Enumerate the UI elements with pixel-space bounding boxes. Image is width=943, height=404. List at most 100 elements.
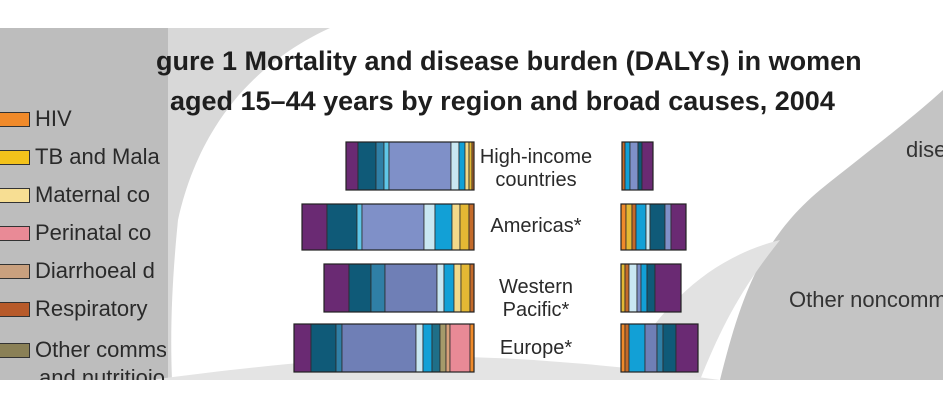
dalys-bar-segment: [649, 203, 666, 251]
mortality-bar-segment: [301, 203, 328, 251]
mortality-bar-segment: [439, 323, 447, 373]
dalys-bar-segment: [645, 203, 651, 251]
dalys-bar-segment: [654, 263, 682, 313]
mortality-bar-segment: [383, 141, 390, 191]
chart-title-bold: Mortality and disease burden (DALYs) in …: [244, 46, 862, 76]
legend-label-other-communicable: Other commseases: [35, 337, 166, 362]
dalys-bar-segment: [662, 323, 677, 373]
legend-item-tb-malaria: TB and Mala: [0, 143, 160, 171]
mortality-bar-segment: [460, 263, 471, 313]
mortality-bar-segment: [361, 203, 425, 251]
dalys-bar-segment: [637, 141, 643, 191]
legend-swatch-diarrhoeal: [0, 263, 30, 279]
dalys-bar-segment: [624, 141, 631, 191]
dalys-bar-western-pacific: [620, 263, 682, 313]
mortality-bar-segment: [335, 323, 343, 373]
mortality-bar-segment: [375, 141, 385, 191]
mortality-bar-segment: [468, 203, 475, 251]
mortality-bar-segment: [341, 323, 417, 373]
mortality-bar-segment: [388, 141, 452, 191]
mortality-bar-europe: [293, 323, 475, 373]
mortality-bar-segment: [384, 263, 438, 313]
dalys-bar-high-income-countries: [621, 141, 654, 191]
mortality-bar-segment: [443, 263, 455, 313]
legend-label-maternal: Maternal co: [35, 182, 150, 207]
legend-swatch-hiv: [0, 111, 30, 127]
mortality-bar-segment: [423, 203, 436, 251]
mortality-bar-segment: [293, 323, 312, 373]
dalys-bar-outline: [620, 323, 699, 373]
dalys-bar-segment: [620, 203, 627, 251]
dalys-bar-outline: [621, 141, 654, 191]
legend-swatch-perinatal: [0, 225, 30, 241]
side-label-disease: dise: [906, 137, 943, 162]
dalys-bar-segment: [631, 203, 637, 251]
mortality-bar-high-income-countries: [345, 141, 475, 191]
legend-swatch-maternal: [0, 187, 30, 203]
dalys-bar-segment: [624, 263, 630, 313]
mortality-bar-segment: [449, 323, 471, 373]
region-label-europe-line-1: Europe*: [499, 337, 573, 359]
mortality-bar-segment: [431, 323, 441, 373]
mortality-bar-segment: [356, 203, 363, 251]
mortality-bar-americas: [301, 203, 475, 251]
mortality-bar-segment: [370, 263, 386, 313]
mortality-bar-segment: [468, 141, 473, 191]
legend-item-diarrhoeal: Diarrhoeal d: [0, 257, 155, 285]
dalys-bar-segment: [624, 323, 630, 373]
dalys-bar-segment: [635, 203, 647, 251]
region-label-high-income: High-income countries: [476, 146, 596, 192]
mortality-bar-segment: [450, 141, 460, 191]
mortality-bar-segment: [459, 203, 470, 251]
legend-item-other-communicable: Other commseases: [0, 336, 166, 364]
chart-title-line-2: aged 15–44 years by region and broad cau…: [170, 86, 835, 116]
legend-label-tb-malaria: TB and Mala: [35, 144, 160, 169]
mortality-bar-outline: [301, 203, 475, 251]
dalys-bar-segment: [629, 141, 639, 191]
mortality-bar-segment: [464, 141, 470, 191]
region-label-high-income-line-1: High-income: [479, 146, 593, 168]
mortality-bar-outline: [345, 141, 475, 191]
dalys-bar-segment: [628, 323, 646, 373]
legend-item-maternal: Maternal co: [0, 181, 150, 209]
mortality-bar-segment: [345, 141, 359, 191]
mortality-bar-segment: [326, 203, 358, 251]
mortality-bar-segment: [434, 203, 453, 251]
region-label-high-income-line-2: countries: [495, 169, 577, 191]
mortality-bar-outline: [323, 263, 475, 313]
mortality-bar-segment: [453, 263, 462, 313]
mortality-bar-segment: [323, 263, 350, 313]
dalys-bar-outline: [620, 263, 682, 313]
legend-label-diarrhoeal: Diarrhoeal d: [35, 258, 155, 283]
dalys-bar-segment: [640, 263, 648, 313]
mortality-bar-segment: [436, 263, 445, 313]
region-label-americas: Americas*: [476, 215, 596, 238]
mortality-bar-segment: [348, 263, 372, 313]
chart-title: gure 1 Mortality and disease burden (DAL…: [156, 46, 862, 76]
legend-item-respiratory: Respiratory: [0, 295, 147, 323]
dalys-bar-segment: [644, 323, 658, 373]
dalys-bar-segment: [670, 203, 687, 251]
mortality-bar-segment: [458, 141, 466, 191]
mortality-bar-segment: [415, 323, 424, 373]
side-label-other-noncommunicable: Other noncomm: [789, 287, 943, 312]
legend-swatch-other-communicable: [0, 342, 30, 358]
region-label-western-pacific: Western Pacific*: [476, 276, 596, 322]
legend-label-perinatal: Perinatal co: [35, 220, 152, 245]
mortality-bar-segment: [422, 323, 433, 373]
mortality-bar-western-pacific: [323, 263, 475, 313]
dalys-bar-segment: [664, 203, 672, 251]
dalys-bar-outline: [620, 203, 687, 251]
dalys-bar-segment: [675, 323, 699, 373]
region-label-americas-line-1: Americas*: [490, 215, 582, 237]
legend-label-hiv: HIV: [35, 106, 72, 131]
legend-swatch-tb-malaria: [0, 149, 30, 165]
dalys-bar-segment: [646, 263, 656, 313]
dalys-bar-segment: [641, 141, 654, 191]
mortality-bar-outline: [293, 323, 475, 373]
legend-item-perinatal: Perinatal co: [0, 219, 151, 247]
chart-title-prefix: gure 1: [156, 46, 238, 76]
mortality-bar-segment: [357, 141, 377, 191]
legend-label-respiratory: Respiratory: [35, 296, 148, 321]
